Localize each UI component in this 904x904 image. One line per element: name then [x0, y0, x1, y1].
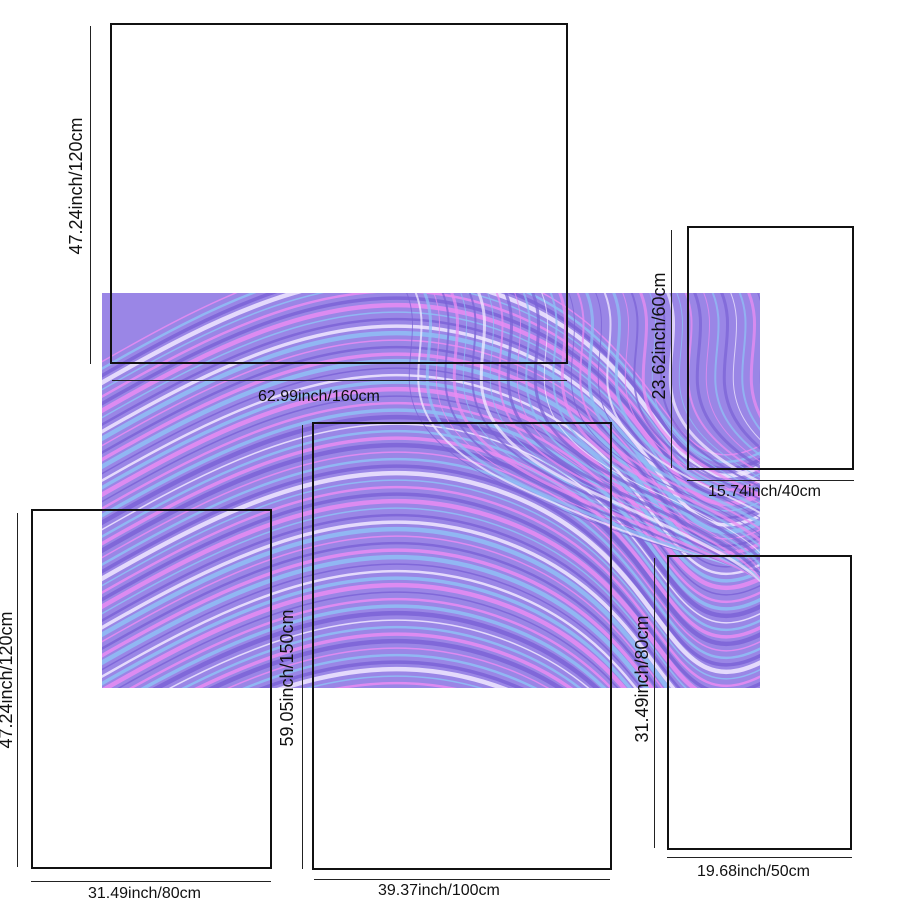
swirl-stripe: [102, 470, 760, 675]
width-label-bottom-right: 19.68inch/50cm: [697, 863, 810, 880]
swirl-stripe: [102, 582, 627, 688]
vortex-stripe: [703, 293, 760, 462]
swirl-stripe: [102, 367, 760, 568]
vortex-stripe: [568, 293, 760, 536]
swirl-stripe: [102, 380, 760, 583]
swirl-stripe: [102, 293, 760, 471]
vortex-stripe: [541, 293, 760, 554]
dimension-line-bottom-right-height: [654, 558, 655, 848]
dimension-line-bottom-center-height: [302, 425, 303, 869]
swirl-stripe: [102, 548, 654, 688]
height-label-bottom-left: 47.24inch/120cm: [0, 611, 16, 749]
frame-bottom-center: [312, 422, 612, 870]
swirl-stripe: [128, 597, 613, 688]
swirl-stripe: [102, 401, 760, 604]
height-label-bottom-center: 59.05inch/150cm: [277, 609, 297, 747]
swirl-stripe: [102, 513, 681, 688]
vortex-stripe: [504, 293, 760, 578]
dimension-line-bottom-center-width: [314, 879, 610, 880]
vortex-stripe: [693, 293, 760, 469]
swirl-stripe: [102, 479, 760, 680]
swirl-stripe: [102, 541, 659, 688]
swirl-stripe: [226, 647, 550, 688]
swirl-stripe: [102, 293, 760, 492]
vortex-stripe: [603, 293, 760, 515]
swirl-stripe: [102, 563, 643, 688]
vortex-stripe: [576, 293, 760, 531]
swirl-stripe: [207, 638, 564, 688]
swirl-stripe: [102, 373, 760, 576]
swirl-stripe: [117, 591, 619, 688]
swirl-stripe: [168, 619, 590, 688]
vortex-stripe: [522, 293, 760, 567]
height-label-bottom-right: 31.49inch/80cm: [632, 615, 652, 743]
vortex-stripe: [747, 293, 760, 419]
dimension-line-bottom-left-height: [17, 513, 18, 867]
vortex-stripe: [477, 293, 760, 583]
swirl-stripe: [102, 485, 760, 688]
swirl-stripe: [102, 293, 760, 464]
swirl-stripe: [102, 451, 760, 652]
vortex-stripe: [720, 293, 760, 450]
vortex-stripe: [514, 293, 760, 572]
swirl-stripe: [194, 632, 573, 688]
swirl-stripe: [242, 653, 538, 688]
swirl-stripe: [181, 625, 582, 688]
vortex-stripe: [612, 293, 760, 510]
vortex-stripe: [657, 293, 760, 488]
swirl-stripe: [152, 610, 600, 688]
swirl-stripe: [102, 330, 760, 535]
vortex-stripe: [622, 293, 760, 504]
swirl-stripe: [102, 507, 688, 688]
swirl-stripe: [102, 442, 760, 647]
dimension-line-top-large-width: [112, 380, 567, 381]
swirl-stripe: [102, 386, 760, 591]
vortex-stripe: [487, 293, 760, 580]
vortex-stripe: [738, 293, 760, 431]
vortex-stripe: [649, 293, 760, 492]
dimension-line-bottom-right-width: [667, 857, 852, 858]
vortex-stripe: [549, 293, 760, 548]
dimension-line-top-right-width: [687, 480, 854, 481]
swirl-stripe: [102, 526, 671, 688]
dimension-line-top-right-height: [671, 230, 672, 468]
vortex-stripe: [676, 293, 760, 478]
swirl-stripe: [102, 408, 760, 611]
vortex-stripe: [730, 293, 760, 440]
vortex-stripe: [558, 293, 760, 543]
swirl-stripe: [102, 576, 633, 688]
dimension-line-top-large-height: [90, 26, 91, 364]
swirl-stripe: [102, 296, 760, 499]
swirl-stripe: [102, 535, 664, 688]
vortex-stripe: [595, 293, 760, 519]
swirl-stripe: [102, 345, 760, 548]
swirl-stripe: [102, 492, 760, 688]
vortex-stripe: [684, 293, 760, 474]
width-label-top-large: 62.99inch/160cm: [258, 388, 380, 405]
vortex-stripe: [585, 293, 760, 526]
height-label-top-large: 47.24inch/120cm: [66, 117, 86, 255]
vortex-stripe: [711, 293, 760, 457]
vortex-stripe: [630, 293, 760, 501]
height-label-top-right: 23.62inch/60cm: [649, 272, 669, 400]
swirl-stripe: [102, 293, 760, 484]
width-label-bottom-left: 31.49inch/80cm: [88, 885, 201, 902]
frame-top-large: [110, 23, 568, 364]
swirl-stripe: [102, 498, 698, 688]
swirl-stripe: [102, 554, 650, 688]
vortex-stripe: [639, 293, 760, 497]
swirl-stripe: [102, 520, 676, 688]
vortex-stripe: [531, 293, 760, 562]
width-label-bottom-center: 39.37inch/100cm: [378, 882, 500, 899]
dimension-line-bottom-left-width: [31, 881, 271, 882]
swirl-stripe: [102, 569, 638, 688]
width-label-top-right: 15.74inch/40cm: [708, 483, 821, 500]
frame-bottom-right: [667, 555, 852, 850]
swirl-stripe: [102, 311, 760, 512]
frame-bottom-left: [31, 509, 272, 869]
frame-top-right-small: [687, 226, 854, 470]
swirl-stripe: [102, 293, 760, 456]
swirl-stripe: [140, 604, 607, 688]
